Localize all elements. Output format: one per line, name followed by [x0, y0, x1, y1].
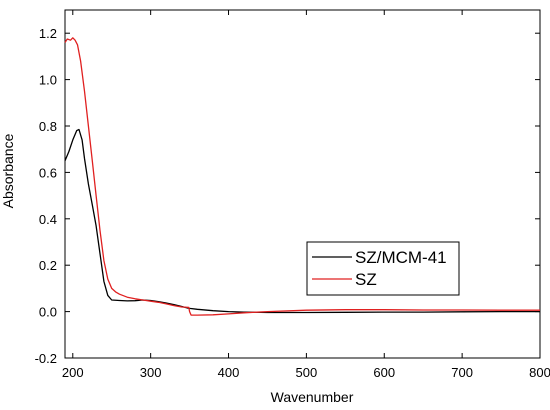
x-tick-label: 800: [529, 365, 550, 380]
x-tick-label: 500: [296, 365, 318, 380]
y-tick-label: 0.6: [39, 165, 57, 180]
x-tick-label: 400: [218, 365, 240, 380]
series-line-sz-mcm-41: [64, 128, 540, 314]
y-tick-label: 0.4: [39, 212, 57, 227]
plot-frame: [64, 9, 541, 359]
y-axis-title: Absorbance: [0, 133, 16, 208]
x-tick-label: 200: [62, 365, 84, 380]
legend-label-sz: SZ: [355, 270, 377, 289]
legend-label-sz-mcm-41: SZ/MCM-41: [355, 248, 447, 267]
y-tick-label: 0.0: [39, 305, 57, 320]
x-axis-title: Wavenumber: [271, 389, 354, 405]
legend-box: [306, 241, 460, 296]
x-tick-label: 600: [373, 365, 395, 380]
y-tick-label: 1.0: [39, 73, 57, 88]
series-line-sz: [64, 37, 540, 316]
x-tick-label: 700: [451, 365, 473, 380]
y-tick-label: 0.2: [39, 258, 57, 273]
legend: SZ/MCM-41 SZ: [306, 241, 460, 296]
y-tick-label: -0.2: [35, 351, 57, 366]
y-tick-label: 1.2: [39, 26, 57, 41]
y-tick-label: 0.8: [39, 119, 57, 134]
x-tick-label: 300: [140, 365, 162, 380]
